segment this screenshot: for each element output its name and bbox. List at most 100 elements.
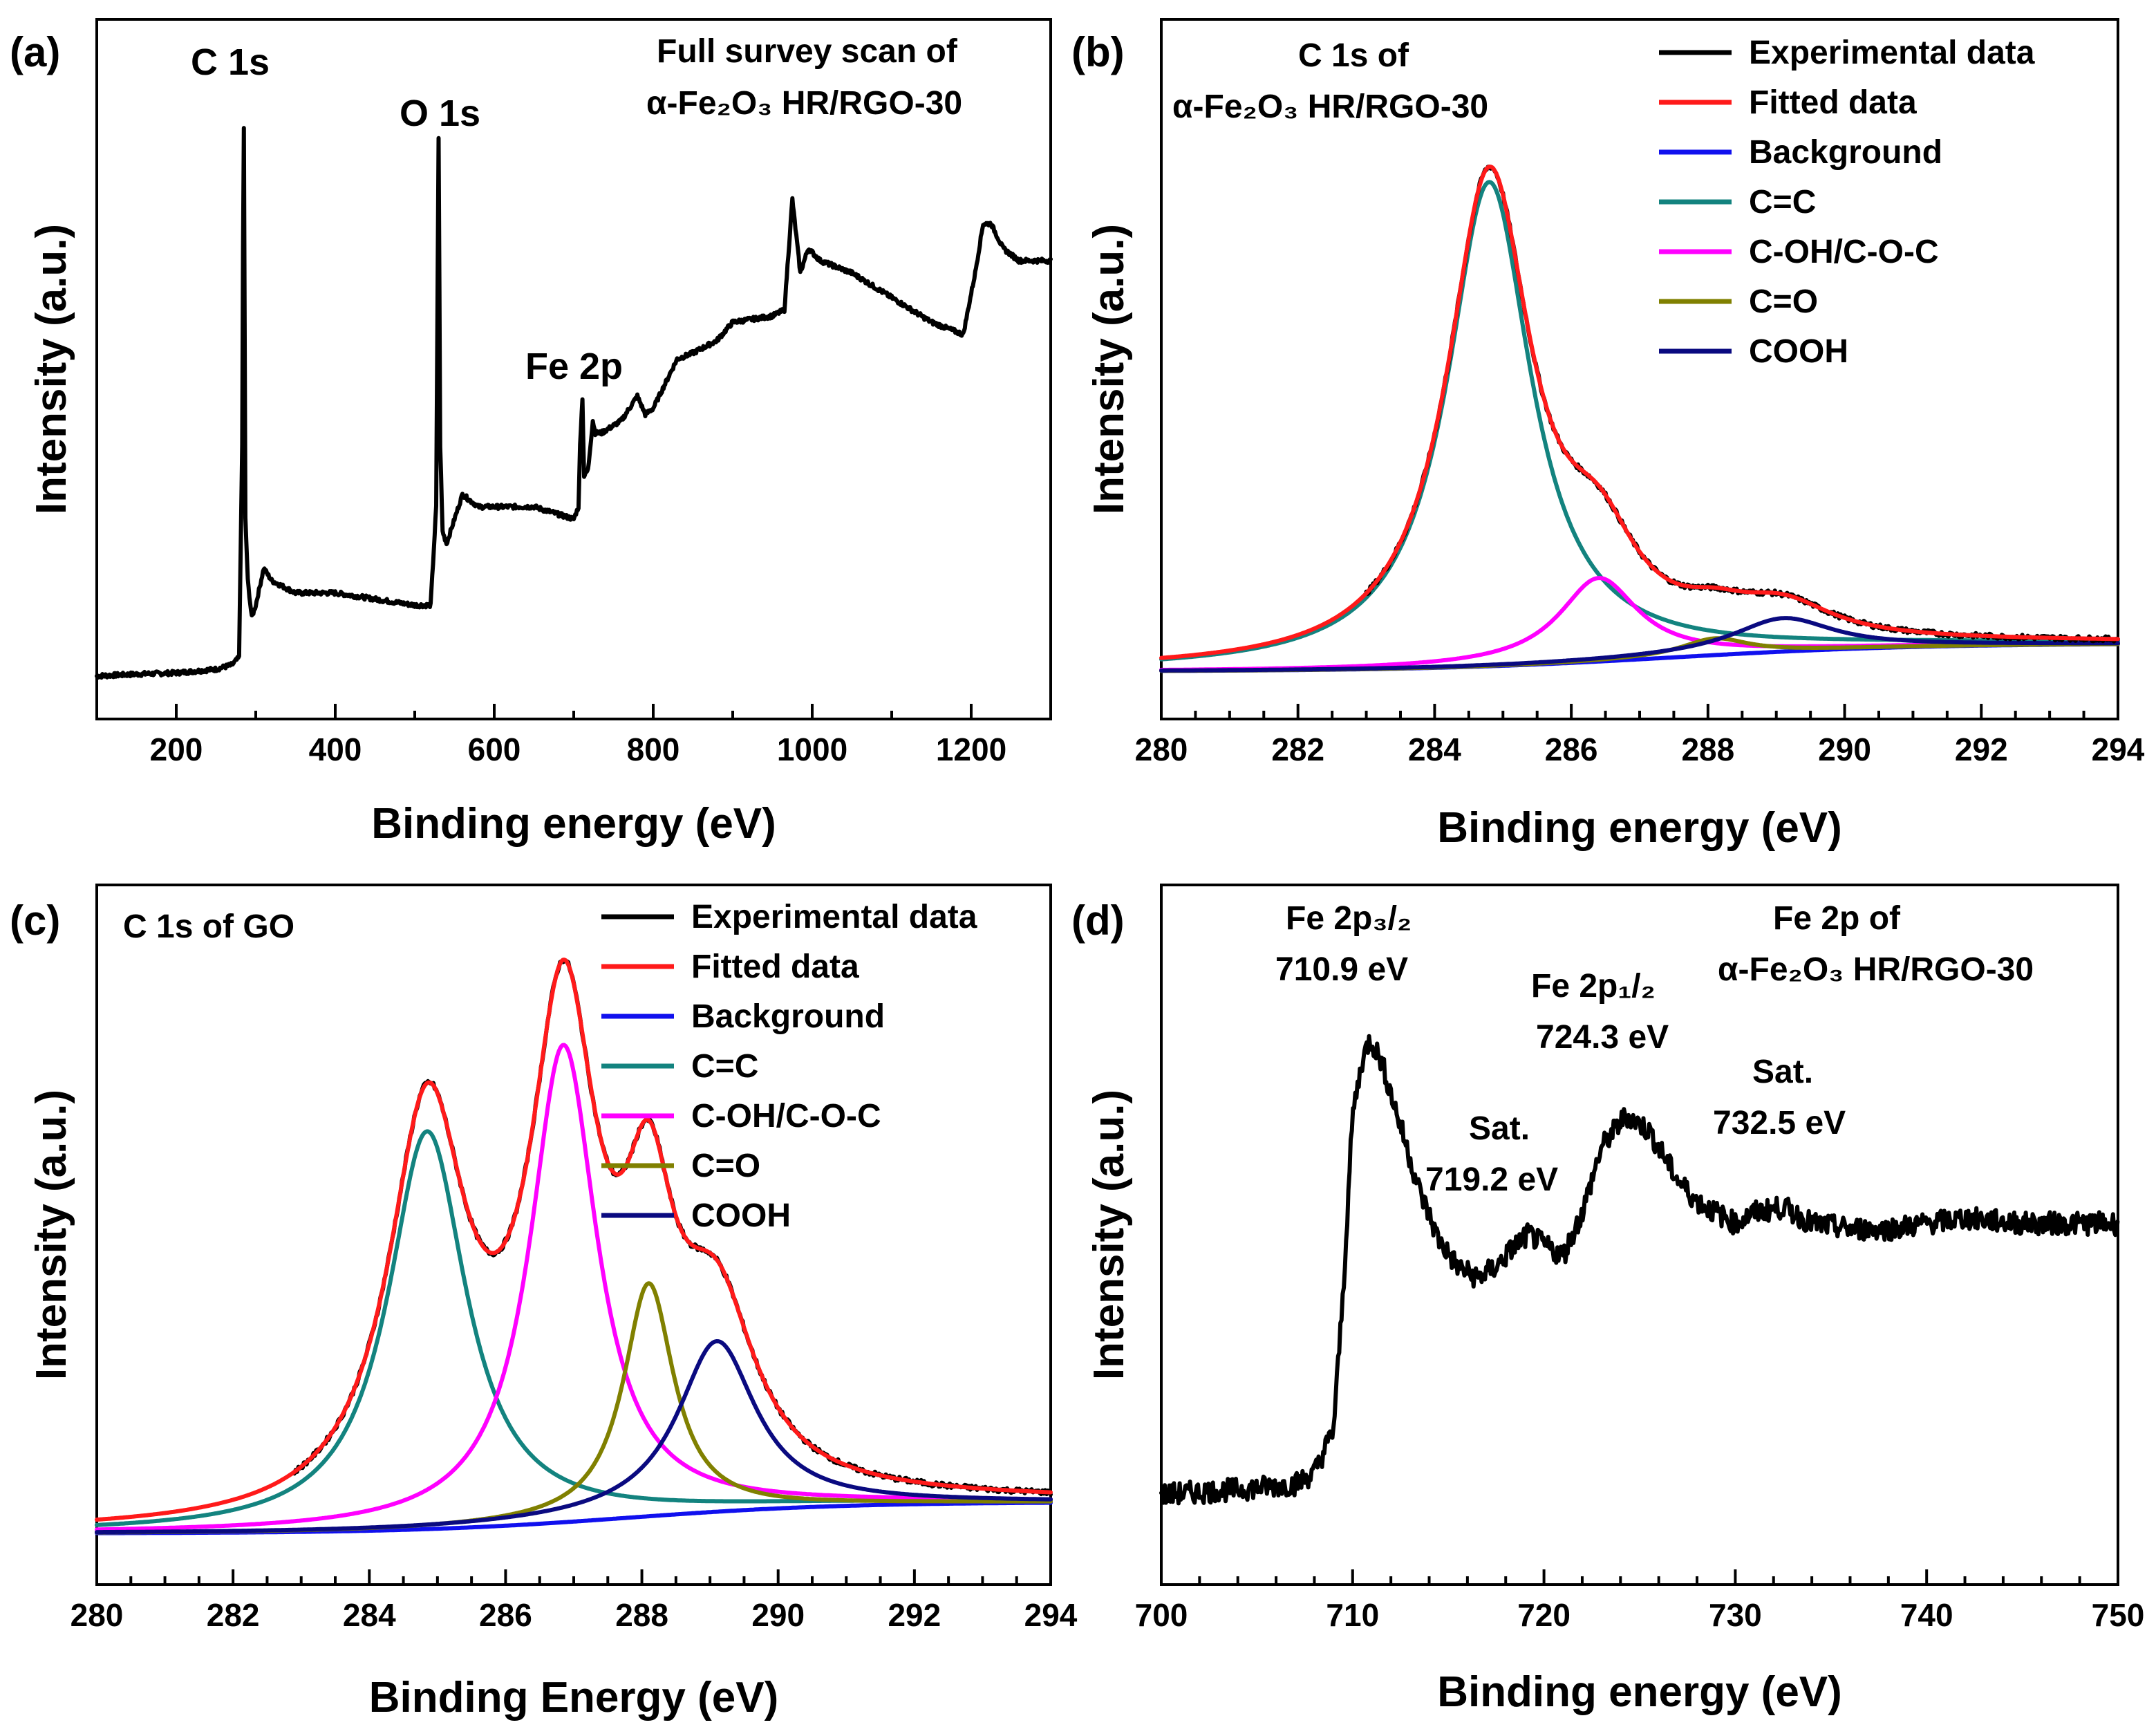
panel-a: (a) 200 400 600 800 1000 1200 Binding energy … bbox=[10, 18, 1053, 848]
x-tick-label: 1000 bbox=[777, 731, 847, 767]
x-tick-label: 290 bbox=[1818, 731, 1871, 767]
annotation-sat2: Sat. bbox=[1752, 1054, 1813, 1090]
panel-c-letter: (c) bbox=[10, 897, 60, 944]
panel-d-ylabel: Intensity (a.u.) bbox=[1085, 1090, 1133, 1380]
x-tick-label: 720 bbox=[1517, 1597, 1571, 1633]
legend-label-cooh: COOH bbox=[1749, 333, 1848, 370]
x-tick-label: 280 bbox=[1135, 731, 1188, 767]
x-tick-label: 288 bbox=[615, 1597, 668, 1633]
fe2p-spectrum-line bbox=[1159, 1034, 2120, 1506]
panel-a-curves bbox=[95, 126, 1053, 680]
legend-label-co: C=O bbox=[691, 1148, 760, 1184]
panel-d-xlabel: Binding energy (eV) bbox=[1437, 1668, 1842, 1716]
panel-c-legend: Experimental data Fitted data Background C=… bbox=[601, 899, 977, 1234]
legend-label-fitted: Fitted data bbox=[691, 949, 859, 985]
annotation-sat2-energy: 732.5 eV bbox=[1713, 1105, 1846, 1141]
panel-d-curves bbox=[1159, 1034, 2120, 1506]
legend-label-fitted: Fitted data bbox=[1749, 84, 1917, 121]
panel-c: (c) 280 282 284 286 288 290 292 294 Binding Ene… bbox=[10, 884, 1078, 1721]
x-tick-label: 700 bbox=[1135, 1597, 1188, 1633]
x-tick-label: 292 bbox=[888, 1597, 941, 1633]
x-tick-label: 284 bbox=[343, 1597, 396, 1633]
annotation-fe2p: Fe 2p bbox=[525, 346, 623, 387]
x-tick-label: 288 bbox=[1681, 731, 1734, 767]
annotation-sat1: Sat. bbox=[1469, 1110, 1530, 1147]
x-tick-label: 800 bbox=[627, 731, 680, 767]
legend-label-experimental: Experimental data bbox=[691, 899, 977, 935]
panel-c-title-line1: C 1s of GO bbox=[123, 908, 294, 945]
panel-b-legend: Experimental data Fitted data Background C=… bbox=[1659, 35, 2035, 370]
panel-d-tick-labels: 700 710 720 730 740 750 bbox=[1135, 1597, 2145, 1633]
panel-d-letter: (d) bbox=[1071, 897, 1125, 944]
x-tick-label: 286 bbox=[1545, 731, 1598, 767]
legend-label-background: Background bbox=[691, 998, 885, 1035]
legend-label-background: Background bbox=[1749, 134, 1942, 171]
annotation-fe2p32: Fe 2p₃/₂ bbox=[1286, 900, 1412, 937]
panel-d-title-line1: Fe 2p of bbox=[1773, 900, 1901, 937]
x-tick-label: 710 bbox=[1326, 1597, 1379, 1633]
panel-d-ticks bbox=[1160, 1569, 2119, 1585]
panel-b-curves bbox=[1159, 165, 2120, 673]
x-tick-label: 294 bbox=[2092, 731, 2145, 767]
panel-a-ylabel: Intensity (a.u.) bbox=[28, 224, 75, 514]
panel-c-ylabel: Intensity (a.u.) bbox=[28, 1090, 75, 1380]
panel-c-tick-labels: 280 282 284 286 288 290 292 294 bbox=[71, 1597, 1078, 1633]
annotation-fe2p12: Fe 2p₁/₂ bbox=[1531, 968, 1656, 1005]
panel-b-xlabel: Binding energy (eV) bbox=[1437, 804, 1842, 852]
annotation-fe2p32-energy: 710.9 eV bbox=[1275, 951, 1408, 988]
x-tick-label: 286 bbox=[479, 1597, 532, 1633]
x-tick-label: 750 bbox=[2092, 1597, 2145, 1633]
component-cc-line bbox=[95, 1129, 1053, 1527]
panel-b-letter: (b) bbox=[1071, 29, 1125, 75]
panel-a-ticks bbox=[95, 704, 1052, 719]
component-cooh-line bbox=[95, 1339, 1053, 1535]
panel-b-tick-labels: 280 282 284 286 288 290 292 294 bbox=[1135, 731, 2145, 767]
x-tick-label: 600 bbox=[468, 731, 521, 767]
legend-label-cooh: COOH bbox=[691, 1197, 791, 1234]
panel-d-title-line2: α-Fe₂O₃ HR/RGO-30 bbox=[1718, 951, 2034, 988]
panel-c-curves bbox=[95, 958, 1053, 1536]
component-cooh-line bbox=[1159, 616, 2120, 673]
component-cc-line bbox=[1159, 180, 2120, 662]
component-coh-line bbox=[95, 1043, 1053, 1532]
annotation-fe2p12-energy: 724.3 eV bbox=[1536, 1019, 1669, 1056]
panel-a-title-line1: Full survey scan of bbox=[657, 33, 958, 70]
panel-a-tick-labels: 200 400 600 800 1000 1200 bbox=[150, 731, 1007, 767]
legend-label-coh: C-OH/C-O-C bbox=[1749, 234, 1939, 270]
panel-b: (b) 280 282 284 286 288 290 292 294 Binding ene… bbox=[1071, 18, 2145, 852]
experimental-line bbox=[292, 958, 1053, 1497]
x-tick-label: 284 bbox=[1408, 731, 1461, 767]
panel-b-title-line2: α-Fe₂O₃ HR/RGO-30 bbox=[1172, 88, 1488, 125]
annotation-c1s: C 1s bbox=[191, 41, 270, 83]
annotation-sat1-energy: 719.2 eV bbox=[1425, 1161, 1558, 1198]
legend-label-cc: C=C bbox=[1749, 184, 1816, 221]
panel-c-ticks bbox=[95, 1569, 1052, 1585]
panel-d: (d) 700 710 720 730 740 750 Binding energy (e… bbox=[1071, 884, 2145, 1716]
x-tick-label: 730 bbox=[1709, 1597, 1762, 1633]
experimental-line bbox=[1364, 165, 2120, 644]
x-tick-label: 400 bbox=[309, 731, 362, 767]
panel-d-frame bbox=[1160, 884, 2119, 1586]
x-tick-label: 1200 bbox=[936, 731, 1006, 767]
panel-b-ticks bbox=[1160, 704, 2119, 719]
fitted-line bbox=[1159, 165, 2120, 660]
legend-label-experimental: Experimental data bbox=[1749, 35, 2035, 71]
x-tick-label: 200 bbox=[150, 731, 203, 767]
survey-spectrum-line bbox=[95, 126, 1053, 680]
fitted-line bbox=[95, 958, 1053, 1522]
x-tick-label: 290 bbox=[751, 1597, 805, 1633]
legend-label-cc: C=C bbox=[691, 1048, 758, 1085]
panel-b-ylabel: Intensity (a.u.) bbox=[1085, 224, 1133, 514]
x-tick-label: 292 bbox=[1955, 731, 2008, 767]
panel-b-title-line1: C 1s of bbox=[1298, 37, 1409, 74]
panel-c-xlabel: Binding Energy (eV) bbox=[369, 1674, 778, 1721]
annotation-o1s: O 1s bbox=[400, 93, 480, 134]
panel-a-letter: (a) bbox=[10, 29, 60, 75]
x-tick-label: 282 bbox=[1271, 731, 1324, 767]
panel-a-xlabel: Binding energy (eV) bbox=[371, 800, 776, 848]
legend-label-coh: C-OH/C-O-C bbox=[691, 1098, 881, 1135]
legend-label-co: C=O bbox=[1749, 283, 1818, 320]
x-tick-label: 740 bbox=[1900, 1597, 1953, 1633]
